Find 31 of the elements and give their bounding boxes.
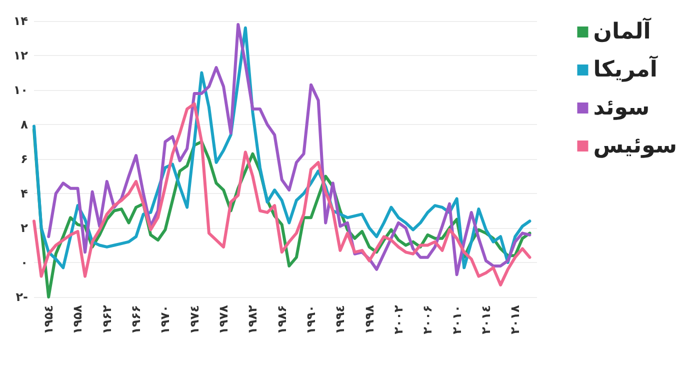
x-tick-label: ۱۹۶۲ <box>100 304 114 334</box>
x-tick-label: ۲۰۱۸ <box>508 304 522 334</box>
y-tick-label: ۰ <box>20 256 28 270</box>
x-tick-label: ۱۹۹٤ <box>333 305 348 334</box>
x-tick-label: ۲۰۱۰ <box>450 305 464 334</box>
legend-label: آمریکا <box>593 56 658 82</box>
x-tick-label: ۱۹۵٤ <box>42 305 56 334</box>
y-tick-label: ۱۲ <box>13 48 29 62</box>
x-tick-label: ۱۹۶۶ <box>129 305 144 334</box>
y-tick-label: ۱۴ <box>13 14 28 28</box>
x-tick-label: ۱۹۵۸ <box>70 304 85 334</box>
x-tick-label: ۱۹۹۸ <box>362 304 376 334</box>
y-tick-label: ۶ <box>20 152 28 166</box>
y-tick-label: ۸ <box>20 118 29 132</box>
x-tick-label: ۲۰۱٤ <box>478 305 493 334</box>
legend-label: سوئیس <box>593 134 678 158</box>
x-tick-label: ۱۹۸۶ <box>274 305 289 334</box>
x-tick-label: ۲۰۰۲ <box>391 304 406 334</box>
y-tick-label: ۲ <box>20 221 29 235</box>
x-tick-label: ۱۹۹۰ <box>304 305 318 334</box>
line-series <box>32 102 532 286</box>
x-tick-label: ۱۹۷۰ <box>158 305 172 334</box>
legend-label: سوئد <box>593 96 650 120</box>
y-tick-label: ۱۰ <box>13 83 28 97</box>
x-tick-label: ۲۰۰۶ <box>420 305 435 334</box>
y-tick-label: ۴ <box>20 186 28 200</box>
x-tick-label: ۱۹۷٤ <box>187 305 202 334</box>
legend-label: آلمان <box>593 18 652 44</box>
x-tick-label: ۱۹۷۸ <box>216 304 231 334</box>
y-tick-label: ۲- <box>16 290 28 304</box>
x-tick-label: ۱۹۸۲ <box>246 304 260 334</box>
